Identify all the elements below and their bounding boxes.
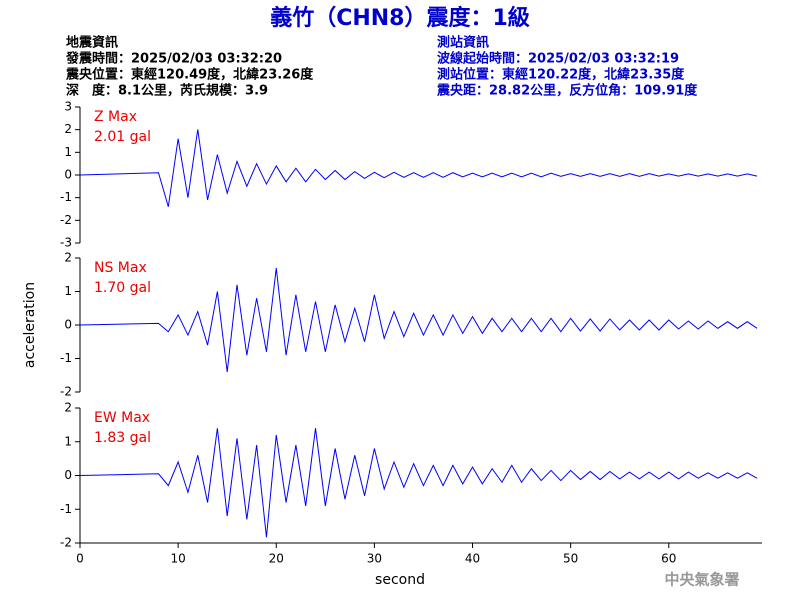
- y-tick-label: 2: [64, 122, 72, 136]
- title: 義竹（CHN8）震度：1級: [270, 5, 530, 31]
- y-tick-label: -2: [60, 213, 72, 227]
- y-tick-label: 1: [64, 284, 72, 298]
- max-label: 1.70 gal: [94, 280, 151, 296]
- y-axis-label: acceleration: [22, 282, 38, 368]
- y-tick-label: 0: [64, 318, 72, 332]
- info-left: 發震時間：2025/02/03 03:32:20: [65, 51, 282, 67]
- y-tick-label: 0: [64, 468, 72, 482]
- info-right: 波線起始時間：2025/02/03 03:32:19: [437, 51, 679, 67]
- y-tick-label: -3: [60, 236, 72, 250]
- y-tick-label: 1: [64, 434, 72, 448]
- y-tick-label: -1: [60, 190, 72, 204]
- info-right: 震央距：28.82公里，反方位角：109.91度: [436, 83, 698, 99]
- y-tick-label: -1: [60, 351, 72, 365]
- y-tick-label: -2: [60, 385, 72, 399]
- x-tick-label: 40: [465, 552, 480, 566]
- y-tick-label: -2: [60, 536, 72, 550]
- x-tick-label: 60: [661, 552, 676, 566]
- x-tick-label: 30: [367, 552, 382, 566]
- y-tick-label: 2: [64, 251, 72, 265]
- waveform: [79, 428, 758, 538]
- y-tick-label: 0: [64, 168, 72, 182]
- x-axis-label: second: [375, 572, 425, 588]
- x-tick-label: 0: [76, 552, 84, 566]
- info-left: 深 度：8.1公里，芮氏規模：3.9: [66, 83, 268, 99]
- component-label: NS Max: [94, 260, 147, 276]
- y-tick-label: 1: [64, 145, 72, 159]
- watermark: 中央氣象署: [664, 571, 739, 589]
- waveform: [79, 129, 758, 207]
- max-label: 2.01 gal: [94, 129, 151, 145]
- waveform: [79, 267, 758, 372]
- x-tick-label: 20: [269, 552, 284, 566]
- y-tick-label: 3: [64, 100, 72, 114]
- info-right: 測站位置：東經120.22度，北緯23.35度: [437, 67, 685, 83]
- component-label: Z Max: [94, 109, 137, 125]
- y-tick-label: 2: [64, 401, 72, 415]
- y-tick-label: -1: [60, 502, 72, 516]
- max-label: 1.83 gal: [94, 430, 151, 446]
- info-left: 震央位置：東經120.49度，北緯23.26度: [65, 67, 314, 83]
- x-tick-label: 50: [563, 552, 578, 566]
- info-right: 測站資訊: [437, 35, 489, 51]
- component-label: EW Max: [94, 410, 150, 426]
- info-left: 地震資訊: [66, 35, 118, 51]
- x-tick-label: 10: [170, 552, 185, 566]
